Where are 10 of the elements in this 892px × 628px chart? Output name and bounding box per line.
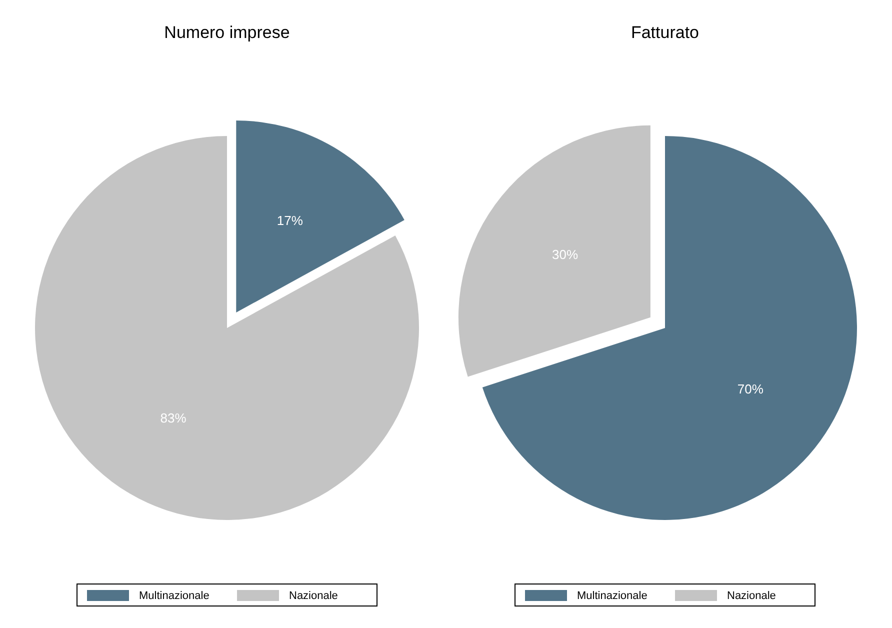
legend-label: Nazionale bbox=[727, 590, 776, 602]
legend-label: Nazionale bbox=[289, 590, 338, 602]
data-label: 17% bbox=[276, 213, 304, 228]
legend-label: Multinazionale bbox=[139, 590, 210, 602]
chart-title: Numero imprese bbox=[164, 23, 290, 42]
legend-label: Multinazionale bbox=[577, 590, 648, 602]
data-label: 30% bbox=[552, 246, 578, 262]
data-label: 70% bbox=[737, 382, 764, 397]
chart-title: Fatturato bbox=[630, 23, 700, 42]
data-label: 83% bbox=[160, 410, 187, 426]
